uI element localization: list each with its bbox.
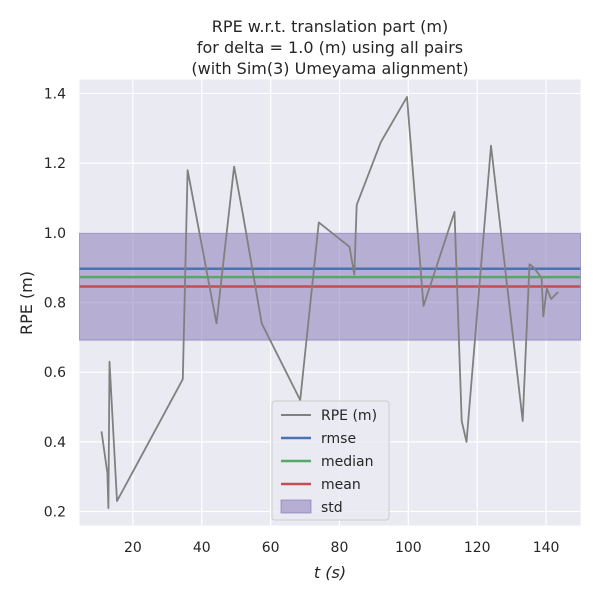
y-tick-label: 0.8 [44, 296, 66, 312]
title-line-2: for delta = 1.0 (m) using all pairs [197, 38, 463, 57]
y-tick-label: 0.2 [44, 505, 66, 521]
x-tick-label: 120 [464, 540, 491, 556]
legend-label-std: std [321, 500, 343, 516]
y-tick-label: 1.4 [44, 86, 66, 102]
y-tick-label: 1.2 [44, 156, 66, 172]
x-tick-label: 20 [124, 540, 142, 556]
legend-label-rmse: rmse [321, 431, 356, 447]
x-axis-label: t (s) [314, 563, 346, 582]
legend-label-median: median [321, 454, 373, 470]
summary-lines [79, 267, 581, 288]
chart-title: RPE w.r.t. translation part (m) for delt… [191, 17, 468, 78]
legend-frame [271, 400, 390, 521]
legend-swatch-std [280, 499, 312, 514]
x-tick-label: 100 [395, 540, 422, 556]
legend-label-mean: mean [321, 477, 361, 493]
legend: RPE (m) rmse median mean std [271, 400, 390, 521]
legend-label-rpe: RPE (m) [321, 408, 377, 424]
title-line-3: (with Sim(3) Umeyama alignment) [191, 59, 468, 78]
x-tick-labels: 20 40 60 80 100 120 140 [124, 540, 559, 556]
y-tick-label: 0.6 [44, 365, 66, 381]
x-tick-label: 40 [193, 540, 211, 556]
x-tick-label: 140 [533, 540, 560, 556]
y-tick-label: 0.4 [44, 435, 66, 451]
y-tick-labels: 0.2 0.4 0.6 0.8 1.0 1.2 1.4 [44, 86, 66, 520]
rpe-series-line [100, 96, 559, 510]
x-tick-label: 60 [262, 540, 280, 556]
y-tick-label: 1.0 [44, 226, 66, 242]
x-tick-label: 80 [331, 540, 349, 556]
y-axis-label: RPE (m) [17, 271, 36, 335]
title-line-1: RPE w.r.t. translation part (m) [212, 17, 448, 36]
